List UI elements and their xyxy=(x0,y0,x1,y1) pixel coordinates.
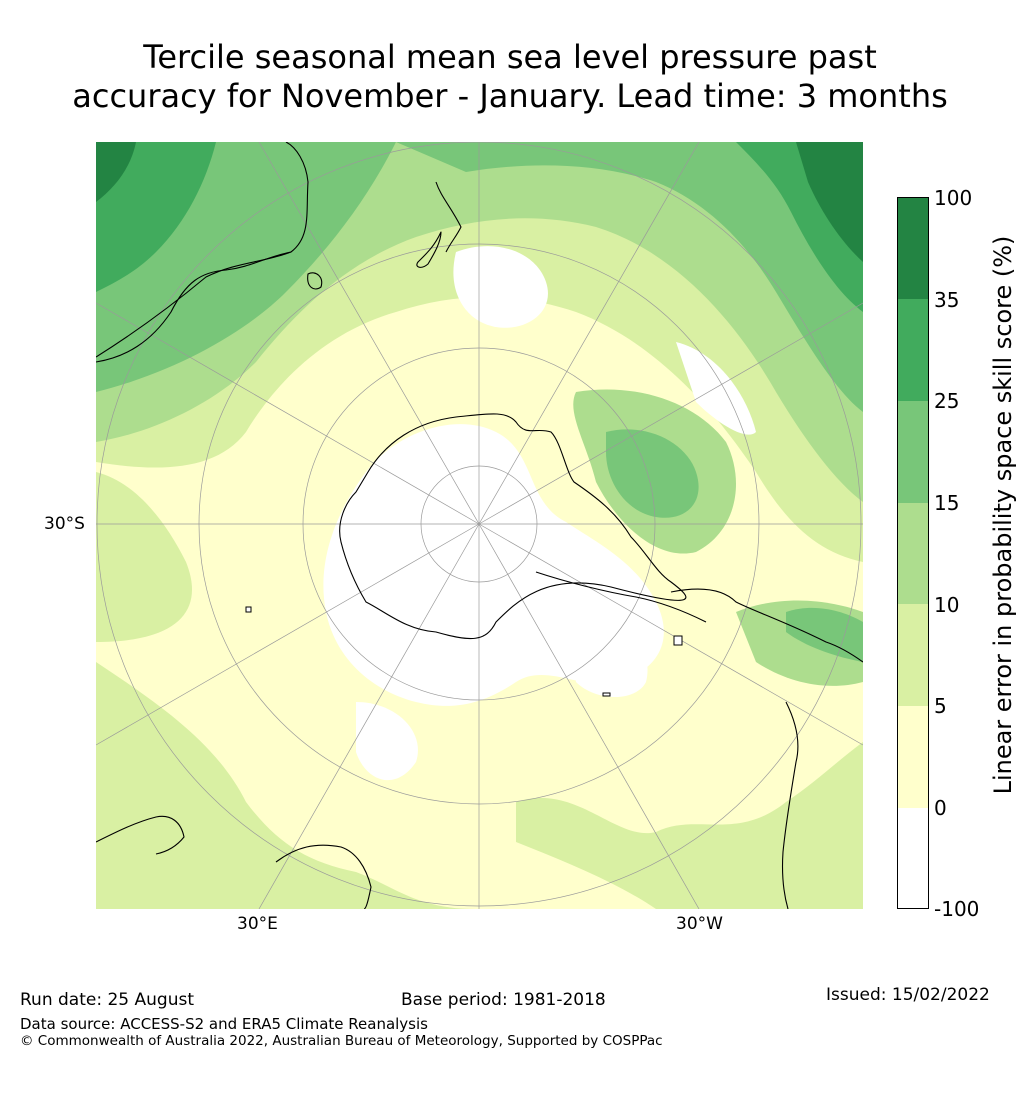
colorbar-bin-25-35 xyxy=(897,299,929,401)
skill-band-negative-southwest xyxy=(356,702,418,781)
colorbar-bin-5-10 xyxy=(897,604,929,706)
colorbar-tick-15: 15 xyxy=(934,491,960,515)
skill-band-negative-southpacific xyxy=(566,602,648,697)
australia-south-coastline xyxy=(96,251,292,358)
skill-band-15-25 xyxy=(96,142,863,412)
title-line-2: accuracy for November - January. Lead ti… xyxy=(72,77,948,115)
colorbar-tick-35: 35 xyxy=(934,288,960,312)
skill-band-negative-north xyxy=(453,246,548,328)
island-kerguelen xyxy=(245,606,252,613)
colorbar-label: Linear error in probability space skill … xyxy=(989,235,1017,795)
skill-band-25-35-nw xyxy=(96,142,216,292)
skill-band-5-10-south xyxy=(96,662,476,909)
chart-title: Tercile seasonal mean sea level pressure… xyxy=(0,38,1020,116)
islands xyxy=(245,606,683,697)
colorbar-bin-35-100 xyxy=(897,197,929,299)
skill-band-15-25-mid xyxy=(606,429,699,518)
colorbar-bin-15-25 xyxy=(897,401,929,503)
skill-score-map xyxy=(96,142,863,909)
longitude-label-30w: 30°W xyxy=(676,914,723,934)
meridians xyxy=(96,142,863,909)
latitude-label-30s: 30°S xyxy=(44,514,85,534)
africa-coastline xyxy=(96,815,185,855)
title-line-1: Tercile seasonal mean sea level pressure… xyxy=(143,38,877,76)
south-america-east-coastline xyxy=(782,701,799,909)
graticule xyxy=(96,142,863,909)
island-falklands xyxy=(673,635,683,646)
skill-band-5-10-west xyxy=(96,472,192,642)
base-period: Base period: 1981-2018 xyxy=(401,990,606,1010)
colorbar xyxy=(897,197,929,909)
colorbar-bin-neg100-0 xyxy=(897,808,929,909)
data-source: Data source: ACCESS-S2 and ERA5 Climate … xyxy=(20,1015,428,1033)
colorbar-tick-5: 5 xyxy=(934,694,947,718)
longitude-label-30e: 30°E xyxy=(237,914,278,934)
new-zealand-north-coastline xyxy=(435,181,462,253)
island-south-georgia xyxy=(602,692,611,697)
colorbar-tick-25: 25 xyxy=(934,389,960,413)
skill-band-5-10-southeast xyxy=(516,742,863,909)
skill-band-35-100-ne xyxy=(796,142,863,262)
madagascar-coastline xyxy=(275,844,372,909)
colorbar-tick-0: 0 xyxy=(934,796,947,820)
colorbar-bin-0-5 xyxy=(897,706,929,808)
run-date: Run date: 25 August xyxy=(20,990,194,1010)
antarctica-coastline xyxy=(339,413,687,640)
tasmania-coastline xyxy=(307,272,323,290)
issued-date: Issued: 15/02/2022 xyxy=(826,985,990,1005)
antarctic-peninsula-coastline xyxy=(535,571,707,623)
new-zealand-south-coastline xyxy=(416,231,442,268)
colorbar-tick-100: 100 xyxy=(934,186,973,210)
colorbar-tick-10: 10 xyxy=(934,593,960,617)
australia-coastline xyxy=(96,142,309,363)
skill-band-15-25-east xyxy=(786,607,863,662)
colorbar-bin-10-15 xyxy=(897,503,929,604)
copyright: © Commonwealth of Australia 2022, Austra… xyxy=(20,1033,663,1049)
skill-band-negative-east xyxy=(676,342,756,435)
coastlines xyxy=(96,142,863,909)
colorbar-tick-neg100: -100 xyxy=(934,897,980,921)
skill-band-35-100-nw xyxy=(96,142,136,202)
south-america-coastline xyxy=(670,588,863,663)
